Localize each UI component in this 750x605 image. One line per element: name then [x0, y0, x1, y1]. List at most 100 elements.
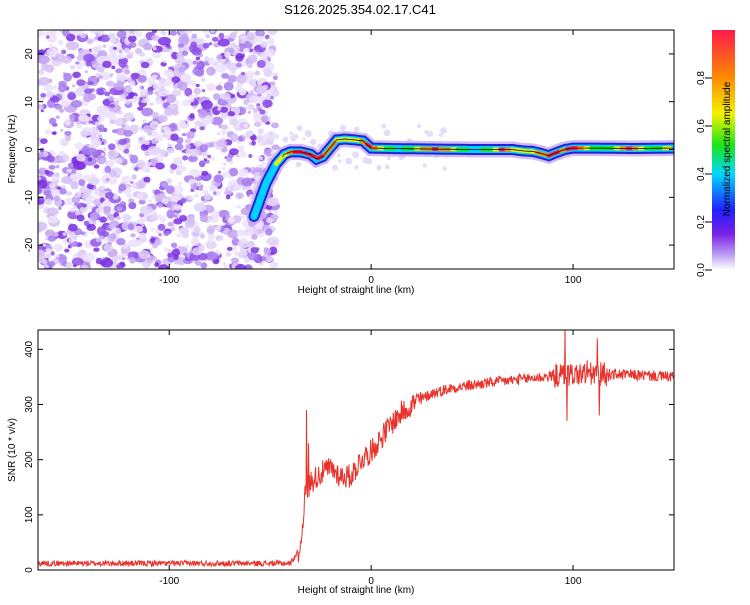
- noise-blob: [92, 48, 95, 52]
- noise-blob: [200, 144, 208, 152]
- noise-blob: [155, 99, 163, 105]
- noise-blob: [87, 38, 94, 44]
- colorbar-tick-label: 0.0: [696, 263, 707, 277]
- noise-blob: [178, 120, 186, 129]
- noise-blob: [254, 71, 260, 76]
- noise-blob: [247, 241, 256, 248]
- noise-blob: [118, 139, 127, 145]
- noise-blob: [133, 226, 143, 233]
- noise-blob: [51, 173, 60, 182]
- noise-blob: [86, 61, 92, 67]
- noise-blob: [45, 129, 52, 135]
- noise-blob: [56, 165, 60, 169]
- noise-blob: [97, 89, 104, 95]
- noise-blob: [76, 124, 82, 128]
- noise-blob: [189, 179, 195, 185]
- noise-blob: [46, 35, 49, 38]
- noise-blob: [179, 215, 187, 222]
- colorbar-tick-label: 0.2: [696, 215, 707, 229]
- noise-blob: [129, 52, 134, 56]
- noise-blob: [182, 51, 188, 56]
- noise-blob: [229, 32, 237, 39]
- noise-blob: [55, 255, 59, 258]
- ridge-halo-blob: [297, 125, 303, 131]
- noise-blob: [60, 129, 63, 132]
- noise-blob: [128, 202, 136, 209]
- noise-blob: [69, 208, 75, 213]
- noise-blob: [162, 183, 166, 188]
- spectrogram-y-label: Frequency (Hz): [7, 115, 18, 184]
- noise-blob: [256, 106, 261, 110]
- noise-blob: [58, 207, 62, 210]
- noise-blob: [125, 86, 133, 92]
- noise-blob: [99, 185, 105, 190]
- noise-blob: [161, 31, 165, 34]
- noise-blob: [216, 85, 223, 91]
- ridge-halo-blob: [385, 165, 390, 170]
- noise-blob: [173, 204, 182, 210]
- noise-blob: [223, 163, 226, 166]
- noise-blob: [173, 84, 178, 90]
- noise-blob: [229, 119, 238, 126]
- noise-blob: [180, 198, 186, 203]
- noise-blob: [75, 142, 83, 150]
- noise-blob: [218, 39, 230, 47]
- noise-blob: [238, 169, 249, 177]
- noise-blob: [158, 233, 162, 236]
- noise-blob: [123, 130, 132, 137]
- noise-blob: [70, 65, 75, 69]
- noise-blob: [76, 79, 85, 86]
- noise-blob: [116, 265, 122, 269]
- noise-blob: [231, 258, 239, 264]
- ridge-halo-blob: [417, 124, 421, 128]
- snr-x-label: Height of straight line (km): [298, 585, 415, 596]
- ridge-halo-blob: [354, 165, 359, 170]
- noise-blob: [217, 235, 224, 241]
- noise-blob: [257, 229, 264, 234]
- noise-blob: [179, 67, 186, 72]
- noise-blob: [206, 67, 216, 76]
- noise-blob: [55, 104, 63, 110]
- noise-blob: [123, 112, 134, 121]
- noise-blob: [90, 232, 94, 235]
- ridge-halo-blob: [262, 141, 267, 146]
- noise-blob: [152, 123, 156, 127]
- noise-blob: [247, 32, 252, 36]
- noise-blob: [38, 77, 50, 86]
- noise-blob: [238, 251, 248, 258]
- noise-blob: [67, 47, 71, 50]
- noise-blob: [241, 177, 253, 186]
- spec-xtick-label: -100: [159, 275, 179, 286]
- noise-blob: [223, 262, 226, 265]
- noise-blob: [213, 191, 216, 195]
- noise-blob: [64, 131, 71, 136]
- noise-blob: [103, 45, 106, 48]
- noise-blob: [196, 57, 201, 61]
- noise-blob: [152, 28, 157, 33]
- noise-blob: [118, 184, 126, 191]
- noise-blob: [81, 265, 89, 271]
- noise-blob: [269, 262, 278, 269]
- noise-blob: [90, 28, 99, 34]
- noise-blob: [261, 162, 265, 165]
- ridge-halo-blob: [443, 166, 447, 170]
- noise-blob: [217, 132, 220, 135]
- noise-blob: [121, 176, 131, 184]
- noise-blob: [232, 72, 236, 75]
- noise-blob: [76, 64, 82, 69]
- noise-blob: [255, 247, 260, 251]
- spec-ytick-label: -10: [24, 190, 35, 205]
- noise-blob: [165, 44, 170, 48]
- noise-blob: [228, 111, 236, 116]
- noise-blob: [46, 48, 58, 56]
- noise-blob: [171, 76, 180, 83]
- noise-blob: [63, 73, 72, 82]
- noise-blob: [169, 30, 177, 35]
- noise-blob: [48, 216, 59, 224]
- noise-blob: [236, 155, 239, 158]
- noise-blob: [152, 112, 159, 119]
- noise-blob: [158, 89, 170, 97]
- noise-blob: [193, 60, 198, 64]
